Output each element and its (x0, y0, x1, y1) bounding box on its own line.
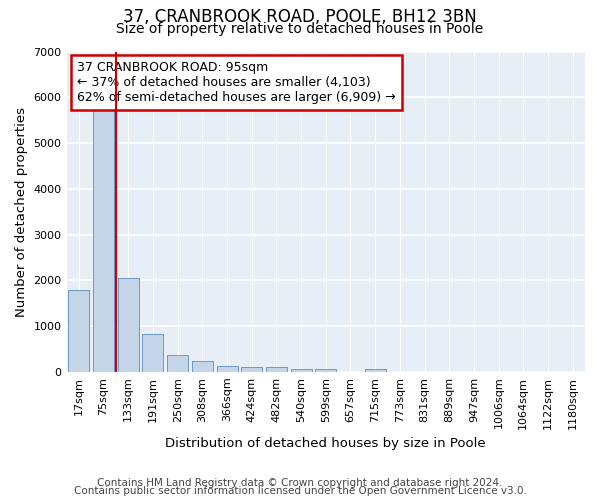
Text: Size of property relative to detached houses in Poole: Size of property relative to detached ho… (116, 22, 484, 36)
X-axis label: Distribution of detached houses by size in Poole: Distribution of detached houses by size … (166, 437, 486, 450)
Bar (142, 334, 163, 372)
Bar (217, 366, 238, 372)
Bar (118, 278, 139, 372)
Text: Contains HM Land Registry data © Crown copyright and database right 2024.: Contains HM Land Registry data © Crown c… (97, 478, 503, 488)
Text: Contains public sector information licensed under the Open Government Licence v3: Contains public sector information licen… (74, 486, 526, 496)
Text: 37 CRANBROOK ROAD: 95sqm
← 37% of detached houses are smaller (4,103)
62% of sem: 37 CRANBROOK ROAD: 95sqm ← 37% of detach… (77, 61, 395, 104)
Text: 37, CRANBROOK ROAD, POOLE, BH12 3BN: 37, CRANBROOK ROAD, POOLE, BH12 3BN (123, 8, 477, 26)
Y-axis label: Number of detached properties: Number of detached properties (15, 106, 28, 316)
Bar (290, 368, 311, 372)
Bar (93, 108, 114, 372)
Bar (315, 369, 336, 372)
Bar (241, 367, 262, 372)
Bar (167, 355, 188, 372)
Bar (365, 369, 386, 372)
Bar (192, 362, 213, 372)
Bar (68, 290, 89, 372)
Bar (266, 367, 287, 372)
